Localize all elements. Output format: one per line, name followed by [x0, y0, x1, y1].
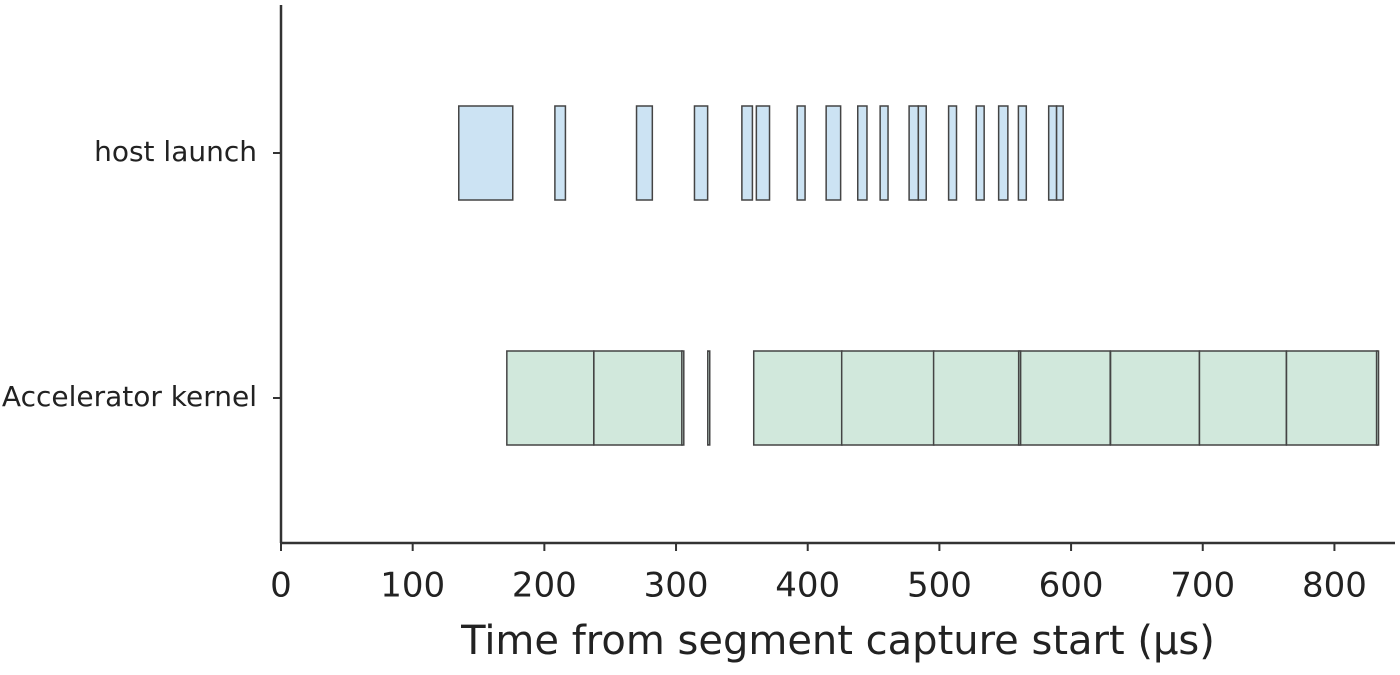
bar — [755, 105, 771, 201]
bar — [752, 350, 843, 446]
bar — [857, 105, 868, 201]
bar — [506, 350, 595, 446]
x-tick-label: 600 — [1039, 566, 1104, 606]
bar — [879, 105, 889, 201]
bar — [741, 105, 754, 201]
x-tick-label: 0 — [270, 566, 292, 606]
bar — [693, 105, 709, 201]
bar — [932, 350, 1020, 446]
bar — [1198, 350, 1288, 446]
x-tick-label: 700 — [1170, 566, 1235, 606]
bar — [1055, 105, 1064, 201]
bar — [997, 105, 1009, 201]
x-tick-label: 100 — [380, 566, 445, 606]
bar — [796, 105, 806, 201]
x-tick-label: 200 — [512, 566, 577, 606]
bar — [975, 105, 985, 201]
bar — [825, 105, 842, 201]
bar — [1375, 350, 1380, 446]
y-tick-label: host launch — [94, 135, 257, 168]
x-tick-label: 500 — [907, 566, 972, 606]
x-tick-label: 300 — [644, 566, 709, 606]
y-tick-label: Accelerator kernel — [2, 380, 257, 413]
bar — [707, 350, 711, 446]
bar — [1109, 350, 1201, 446]
bar — [1285, 350, 1379, 446]
x-axis-label: Time from segment capture start (µs) — [460, 618, 1215, 664]
x-tick-label: 800 — [1302, 566, 1367, 606]
bar — [554, 105, 567, 201]
bar — [1019, 350, 1111, 446]
bar — [1017, 105, 1028, 201]
bar — [635, 105, 654, 201]
x-tick-label: 400 — [775, 566, 840, 606]
bar — [458, 105, 514, 201]
bar — [908, 105, 920, 201]
bar — [1047, 105, 1058, 201]
bar — [917, 105, 927, 201]
bar — [593, 350, 683, 446]
bar — [840, 350, 935, 446]
bar — [681, 350, 685, 446]
bar — [947, 105, 958, 201]
